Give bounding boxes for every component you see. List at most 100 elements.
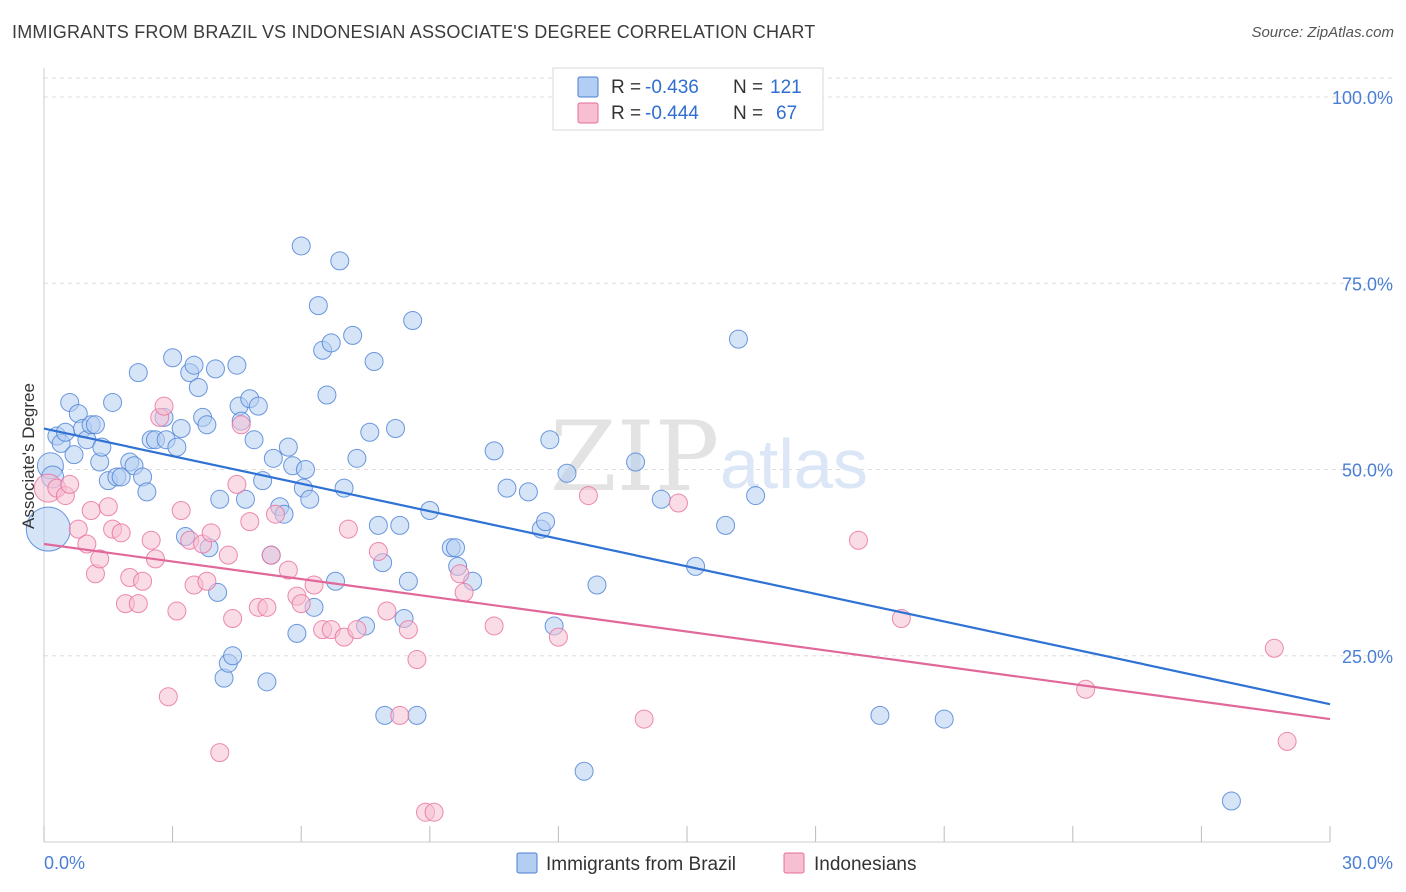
point-pink-64 bbox=[1264, 638, 1284, 658]
point-blue-36 bbox=[197, 415, 217, 435]
source-label: Source: ZipAtlas.com bbox=[1251, 24, 1394, 41]
point-pink-58 bbox=[578, 486, 598, 506]
point-blue-72 bbox=[343, 325, 363, 345]
legend: R = -0.436 N = 121 R = -0.444 N = 67 bbox=[552, 67, 824, 131]
point-blue-77 bbox=[368, 515, 388, 535]
trend-line-blue bbox=[43, 427, 1331, 706]
legend-swatch-pink bbox=[577, 102, 599, 124]
point-pink-22 bbox=[171, 500, 191, 520]
y-tick-labels: 25.0% 50.0% 75.0% 100.0% bbox=[1332, 88, 1393, 667]
point-pink-9 bbox=[98, 497, 118, 517]
point-pink-29 bbox=[218, 545, 238, 565]
point-pink-51 bbox=[407, 649, 427, 669]
point-pink-14 bbox=[128, 594, 148, 614]
point-blue-62 bbox=[295, 460, 315, 479]
point-blue-57 bbox=[278, 437, 298, 457]
bottom-legend-swatch-blue bbox=[516, 852, 538, 874]
point-blue-96 bbox=[540, 430, 560, 450]
point-blue-83 bbox=[398, 571, 418, 591]
point-pink-27 bbox=[201, 523, 221, 543]
y-tick-label-100: 100.0% bbox=[1332, 88, 1393, 108]
point-pink-59 bbox=[634, 709, 654, 729]
y-axis-label: Associate's Degree bbox=[19, 383, 38, 529]
point-pink-55 bbox=[454, 582, 474, 602]
legend-swatch-blue bbox=[577, 76, 599, 98]
point-pink-63 bbox=[1076, 679, 1096, 699]
point-blue-60 bbox=[291, 236, 311, 256]
point-pink-38 bbox=[278, 560, 298, 580]
point-pink-19 bbox=[154, 396, 174, 416]
point-blue-73 bbox=[347, 448, 367, 468]
point-blue-34 bbox=[188, 378, 208, 398]
point-blue-16 bbox=[103, 392, 123, 412]
point-blue-50 bbox=[248, 396, 268, 416]
legend-r-label-2: R = bbox=[611, 103, 641, 124]
bottom-legend-label-pink: Indonesians bbox=[814, 854, 916, 875]
legend-r-value-1: -0.436 bbox=[645, 77, 699, 98]
point-blue-63 bbox=[300, 489, 320, 509]
point-pink-56 bbox=[484, 616, 504, 636]
point-blue-38 bbox=[205, 359, 225, 379]
point-blue-102 bbox=[651, 489, 671, 509]
point-blue-54 bbox=[263, 448, 283, 468]
y-tick-label-25: 25.0% bbox=[1342, 647, 1393, 667]
point-blue-88 bbox=[446, 538, 466, 558]
point-blue-109 bbox=[1221, 791, 1241, 811]
point-pink-61 bbox=[848, 530, 868, 550]
point-blue-67 bbox=[317, 385, 337, 405]
legend-n-value-2: 67 bbox=[776, 103, 797, 124]
legend-r-label-1: R = bbox=[611, 77, 641, 98]
point-blue-95 bbox=[536, 512, 556, 532]
point-blue-106 bbox=[746, 486, 766, 506]
point-blue-104 bbox=[716, 515, 736, 535]
point-blue-44 bbox=[227, 355, 247, 375]
point-blue-76 bbox=[364, 351, 384, 371]
point-pink-33 bbox=[240, 512, 260, 532]
point-pink-3 bbox=[60, 474, 80, 494]
legend-n-value-1: 121 bbox=[770, 77, 802, 98]
point-blue-52 bbox=[257, 672, 277, 692]
data-points bbox=[25, 236, 1297, 822]
point-blue-84 bbox=[403, 311, 423, 330]
point-blue-81 bbox=[390, 515, 410, 535]
point-blue-18 bbox=[111, 467, 131, 487]
point-pink-49 bbox=[390, 705, 410, 725]
watermark-atlas: atlas bbox=[720, 425, 868, 503]
point-blue-59 bbox=[287, 623, 307, 643]
point-pink-53 bbox=[424, 802, 444, 822]
bottom-legend-label-blue: Immigrants from Brazil bbox=[546, 854, 736, 875]
point-pink-54 bbox=[450, 564, 470, 584]
point-pink-21 bbox=[167, 601, 187, 621]
point-blue-23 bbox=[137, 482, 157, 502]
y-tick-label-50: 50.0% bbox=[1342, 461, 1393, 481]
point-blue-21 bbox=[128, 363, 148, 383]
point-blue-12 bbox=[85, 415, 105, 435]
point-pink-16 bbox=[141, 530, 161, 550]
point-pink-45 bbox=[338, 519, 358, 539]
bottom-legend: Immigrants from Brazil Indonesians bbox=[516, 852, 916, 875]
point-pink-30 bbox=[223, 609, 243, 628]
x-tick-label-min: 0.0% bbox=[44, 853, 85, 873]
point-pink-65 bbox=[1277, 731, 1297, 751]
point-pink-20 bbox=[158, 687, 178, 707]
legend-n-label-2: N = bbox=[733, 103, 763, 124]
point-pink-15 bbox=[133, 571, 153, 591]
point-pink-60 bbox=[668, 493, 688, 513]
point-pink-35 bbox=[257, 597, 277, 617]
point-pink-26 bbox=[197, 571, 217, 591]
legend-r-value-2: -0.444 bbox=[645, 103, 699, 124]
bottom-legend-swatch-pink bbox=[783, 852, 805, 874]
point-pink-46 bbox=[347, 620, 367, 640]
point-blue-108 bbox=[934, 709, 954, 729]
point-blue-33 bbox=[184, 355, 204, 375]
point-pink-40 bbox=[291, 594, 311, 614]
point-blue-80 bbox=[386, 419, 406, 439]
point-blue-69 bbox=[325, 571, 345, 591]
point-pink-41 bbox=[304, 575, 324, 595]
point-blue-68 bbox=[321, 333, 341, 353]
trend-lines bbox=[43, 427, 1331, 721]
point-blue-75 bbox=[360, 422, 380, 442]
point-pink-28 bbox=[210, 743, 230, 763]
point-pink-48 bbox=[377, 601, 397, 621]
